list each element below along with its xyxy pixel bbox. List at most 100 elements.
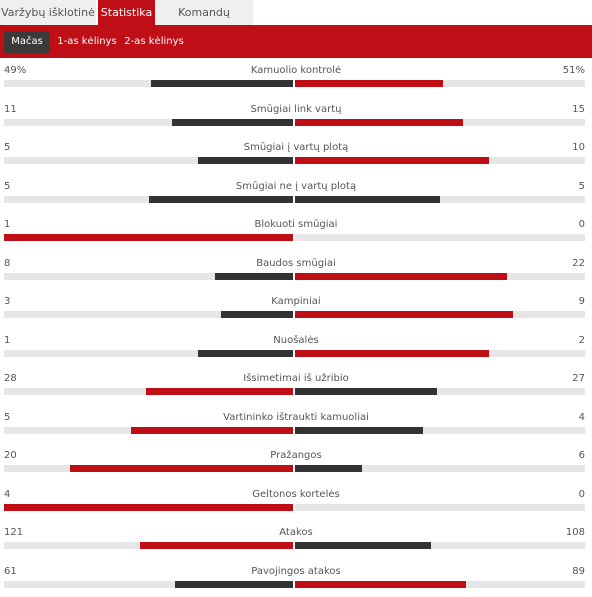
away-bar-track <box>295 119 585 126</box>
stat-label: Kampiniai <box>0 296 592 307</box>
away-value: 10 <box>572 142 585 153</box>
away-bar-track <box>295 196 585 203</box>
period-first-half[interactable]: 1-as kėlinys <box>54 31 120 53</box>
away-bar-fill <box>295 196 440 203</box>
home-bar-fill <box>215 273 293 280</box>
away-value: 0 <box>579 219 585 230</box>
home-bar-track <box>4 427 293 434</box>
away-bar-fill <box>295 581 466 588</box>
home-value: 49% <box>4 65 26 76</box>
away-value: 15 <box>572 104 585 115</box>
stat-label: Smūgiai link vartų <box>0 104 592 115</box>
away-bar-track <box>295 388 585 395</box>
home-bar-fill <box>146 388 293 395</box>
away-bar-track <box>295 234 585 241</box>
stat-label: Vartininko ištraukti kamuoliai <box>0 412 592 423</box>
home-value: 28 <box>4 373 17 384</box>
away-bar-track <box>295 581 585 588</box>
stat-label: Pavojingos atakos <box>0 566 592 577</box>
home-bar-track <box>4 542 293 549</box>
stat-label: Baudos smūgiai <box>0 258 592 269</box>
away-value: 6 <box>579 450 585 461</box>
away-bar-fill <box>295 157 489 164</box>
home-bar-fill <box>221 311 293 318</box>
away-bar-fill <box>295 273 507 280</box>
away-value: 27 <box>572 373 585 384</box>
home-value: 4 <box>4 489 10 500</box>
stat-label: Smūgiai ne į vartų plotą <box>0 181 592 192</box>
stat-label: Išsimetimai iš užribio <box>0 373 592 384</box>
period-second-half[interactable]: 2-as kėlinys <box>122 31 186 53</box>
home-value: 20 <box>4 450 17 461</box>
away-bar-fill <box>295 465 362 472</box>
home-bar-fill <box>175 581 293 588</box>
home-bar-track <box>4 234 293 241</box>
home-bar-track <box>4 504 293 511</box>
away-value: 4 <box>579 412 585 423</box>
away-value: 51% <box>563 65 585 76</box>
away-bar-fill <box>295 350 489 357</box>
away-value: 2 <box>579 335 585 346</box>
home-bar-fill <box>198 157 293 164</box>
tab-lineups[interactable]: Komandų sudėtys <box>155 0 253 25</box>
away-value: 89 <box>572 566 585 577</box>
home-bar-fill <box>4 504 293 511</box>
away-bar-track <box>295 504 585 511</box>
away-bar-track <box>295 465 585 472</box>
home-value: 11 <box>4 104 17 115</box>
home-bar-fill <box>149 196 294 203</box>
tab-statistics[interactable]: Statistika <box>98 0 155 25</box>
home-value: 61 <box>4 566 17 577</box>
home-bar-fill <box>198 350 293 357</box>
stat-label: Pražangos <box>0 450 592 461</box>
home-bar-track <box>4 119 293 126</box>
home-value: 3 <box>4 296 10 307</box>
away-bar-track <box>295 80 585 87</box>
home-bar-track <box>4 196 293 203</box>
away-bar-track <box>295 273 585 280</box>
home-value: 5 <box>4 181 10 192</box>
home-bar-track <box>4 311 293 318</box>
away-bar-track <box>295 427 585 434</box>
home-bar-track <box>4 465 293 472</box>
home-bar-fill <box>151 80 293 87</box>
period-filter-bar: Mačas 1-as kėlinys 2-as kėlinys <box>0 25 592 58</box>
home-value: 1 <box>4 335 10 346</box>
tab-match-summary[interactable]: Varžybų išklotinė <box>0 0 96 25</box>
away-value: 22 <box>572 258 585 269</box>
away-bar-track <box>295 542 585 549</box>
home-bar-fill <box>131 427 293 434</box>
period-match[interactable]: Mačas <box>4 31 50 53</box>
stat-label: Nuošalės <box>0 335 592 346</box>
home-value: 121 <box>4 527 23 538</box>
section-tabs: Varžybų išklotinė Statistika Komandų sud… <box>0 0 592 25</box>
home-bar-track <box>4 388 293 395</box>
away-value: 5 <box>579 181 585 192</box>
stat-label: Kamuolio kontrolė <box>0 65 592 76</box>
home-bar-track <box>4 581 293 588</box>
away-bar-fill <box>295 427 423 434</box>
home-bar-fill <box>172 119 293 126</box>
home-value: 8 <box>4 258 10 269</box>
stat-label: Smūgiai į vartų plotą <box>0 142 592 153</box>
stat-label: Geltonos kortelės <box>0 489 592 500</box>
away-bar-fill <box>295 119 463 126</box>
home-value: 5 <box>4 142 10 153</box>
home-bar-track <box>4 273 293 280</box>
away-bar-fill <box>295 80 443 87</box>
away-bar-fill <box>295 311 513 318</box>
